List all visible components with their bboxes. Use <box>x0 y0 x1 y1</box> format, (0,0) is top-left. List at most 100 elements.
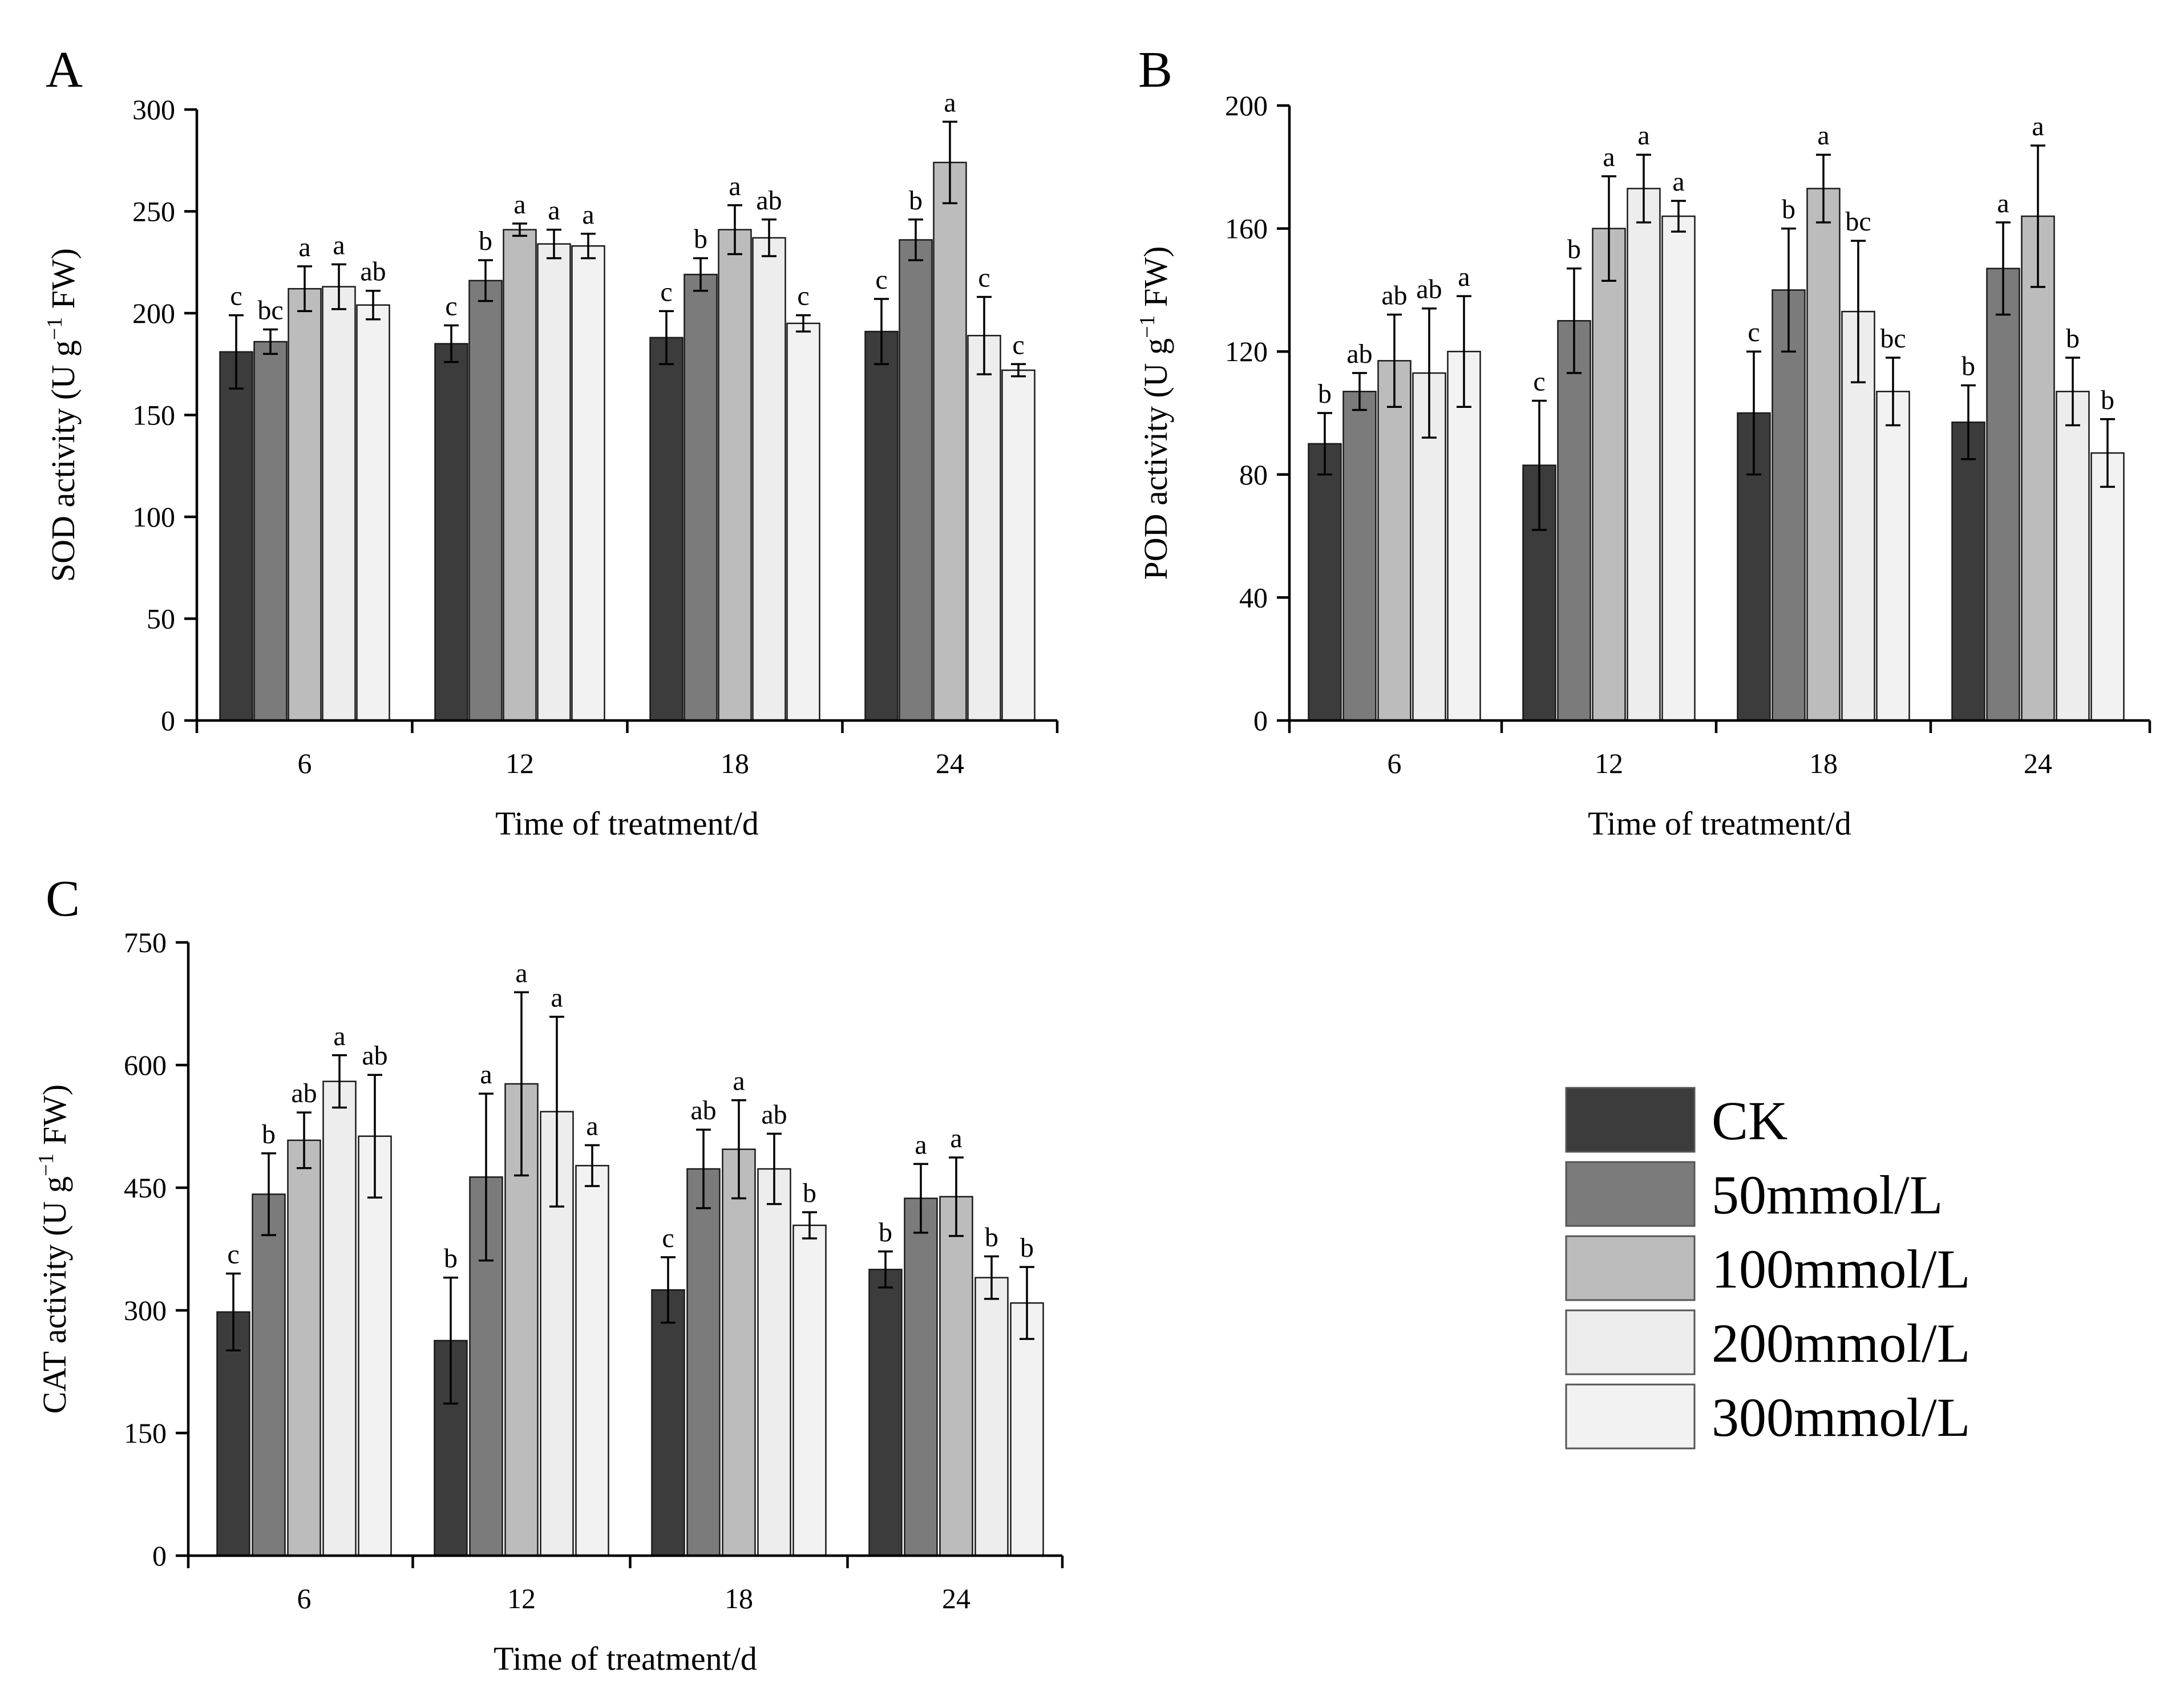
panel-c-y-tick-label: 150 <box>124 1417 167 1449</box>
panel-a-bar <box>503 229 537 722</box>
panel-b-bar <box>1876 391 1910 722</box>
panel-b-x-tick-label: 12 <box>1595 747 1623 779</box>
panel-a-x-axis-title: Time of treatment/d <box>495 805 759 842</box>
panel-a-significance-letter: b <box>479 226 492 256</box>
panel-a-bar <box>253 341 288 722</box>
panel-a-bar <box>752 237 786 722</box>
panel-a-bar <box>683 273 718 722</box>
panel-c-bar <box>358 1135 392 1557</box>
panel-b-significance-letter: ab <box>1346 339 1372 369</box>
panel-c-significance-letter: a <box>733 1066 745 1096</box>
panel-b-significance-letter: a <box>1603 142 1615 172</box>
panel-b-bar <box>1308 443 1342 722</box>
panel-b-significance-letter: a <box>1817 120 1829 151</box>
panel-b-bar <box>1806 188 1841 722</box>
panel-a-bar <box>322 286 356 722</box>
panel-a-y-tick-label: 50 <box>147 603 175 635</box>
panel-c-significance-letter: ab <box>291 1078 317 1108</box>
panel-a-significance-letter: a <box>513 189 525 220</box>
panel-a-bar <box>219 351 253 722</box>
panel-a-significance-letter: c <box>660 277 672 307</box>
panel-a-axes: 6 12 18 24 0 50 100 150 200 250 300 <box>132 94 1059 779</box>
panel-b-significance-letter: bc <box>1880 323 1906 354</box>
panel-b-y-tick-label: 80 <box>1239 459 1268 491</box>
panel-a-significance-letter: a <box>548 196 560 226</box>
panel-a-bar <box>899 239 933 722</box>
panel-b-x-tick-label: 24 <box>2024 747 2052 779</box>
panel-c-significance-letter: b <box>444 1244 458 1274</box>
panel-c-x-tick-label: 18 <box>725 1582 753 1614</box>
panel-c-significance-letter: a <box>915 1130 927 1160</box>
panel-c-bar <box>868 1269 903 1557</box>
panel-c-x-tick-label: 6 <box>297 1582 312 1614</box>
panel-b-significance-letter: b <box>1567 234 1581 265</box>
panel-b-x-tick-label: 6 <box>1388 747 1402 779</box>
panel-c-y-tick-label: 0 <box>152 1540 167 1572</box>
panel-c-significance-letter: a <box>333 1021 345 1051</box>
panel-c-bar <box>904 1197 938 1557</box>
panel-a-significance-letter: a <box>298 232 310 262</box>
panel-a-x-tick-label: 24 <box>936 747 964 779</box>
panel-c-significance-letter: ab <box>690 1095 716 1126</box>
panel-b-significance-letter: a <box>1458 262 1470 292</box>
panel-a-letter: A <box>46 42 83 98</box>
panel-b-bar <box>1447 350 1481 722</box>
panel-a-bar <box>571 245 605 722</box>
panel-c-bar <box>974 1277 1009 1557</box>
panel-c-significance-letter: ab <box>761 1099 787 1130</box>
panel-a-y-tick-label: 300 <box>132 94 175 126</box>
panel-b-y-axis-title: POD activity (U g−1 FW) <box>1135 246 1174 580</box>
legend-swatch-300mmol <box>1565 1383 1696 1450</box>
panel-a-bar <box>537 243 571 722</box>
panel-c-significance-letter: b <box>1020 1233 1034 1263</box>
panel-b-bar <box>2056 391 2090 722</box>
panel-b-bar <box>1592 228 1626 722</box>
panel-b-bar <box>1661 215 1696 722</box>
legend-swatch-ck <box>1565 1087 1696 1153</box>
panel-c-bar <box>575 1165 609 1557</box>
panel-c-significance-letter: a <box>515 958 527 988</box>
panel-c-bar <box>287 1139 321 1557</box>
panel-c-bar <box>1010 1302 1044 1557</box>
panel-b-significance-letter: b <box>1961 351 1975 381</box>
panel-a-bar <box>356 304 390 722</box>
panel-b-significance-letter: a <box>1672 167 1684 197</box>
panel-a-bar <box>1001 369 1036 722</box>
legend-label-300mmol: 300mmol/L <box>1712 1387 1970 1448</box>
panel-b-significance-letter: a <box>2032 111 2044 141</box>
panel-a-significance-letter: ab <box>756 185 782 216</box>
panel-a-y-tick-label: 250 <box>132 196 175 228</box>
panel-a-significance-letter: c <box>797 281 809 311</box>
panel-a-bar <box>649 337 683 722</box>
panel-c-y-axis-title: CAT activity (U g−1 FW) <box>34 1084 73 1414</box>
panel-c-y-tick-label: 300 <box>124 1294 167 1326</box>
panel-b-bar <box>2090 452 2125 722</box>
panel-a-significance-letter: b <box>909 185 923 216</box>
panel-c-significance-letter: a <box>586 1111 598 1141</box>
panel-b-significance-letter: bc <box>1845 207 1871 237</box>
legend: CK 50mmol/L 100mmol/L 200mmol/L 300mmol/… <box>1565 1087 1970 1450</box>
panel-c-x-tick-label: 12 <box>507 1582 536 1614</box>
legend-label-200mmol: 200mmol/L <box>1712 1313 1970 1374</box>
panel-c-bar <box>792 1224 827 1557</box>
panel-a-y-tick-label: 200 <box>132 297 175 329</box>
panel-c-letter: C <box>46 871 80 927</box>
panel-a-significance-letter: a <box>582 200 594 230</box>
panel-a-y-axis-title: SOD activity (U g−1 FW) <box>43 248 82 582</box>
panel-b-bar <box>2021 215 2055 722</box>
panel-c-bar <box>252 1193 286 1557</box>
panel-a-bar <box>864 330 899 722</box>
panel-a-significance-letter: c <box>230 281 242 311</box>
panel-b-significance-letter: b <box>1782 195 1795 225</box>
panel-c-x-axis-title: Time of treatment/d <box>494 1640 757 1677</box>
panel-b-significance-letter: b <box>1318 379 1332 409</box>
panel-a-bar <box>967 335 1001 722</box>
panel-b-bar <box>1377 360 1411 722</box>
panel-b-letter: B <box>1138 42 1172 98</box>
panel-a-significance-letter: c <box>1012 330 1024 360</box>
panel-b-bar <box>1951 421 1985 722</box>
panel-a-significance-letter: a <box>944 87 956 118</box>
panel-b-significance-letter: b <box>2066 323 2080 354</box>
panel-c-bar <box>651 1289 685 1557</box>
